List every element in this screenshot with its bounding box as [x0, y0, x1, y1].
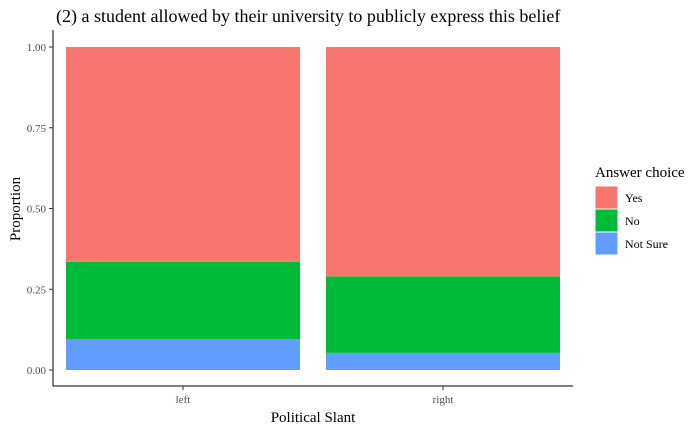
y-axis-title: Proportion: [8, 176, 24, 241]
bar-segment-right-no: [326, 276, 560, 353]
y-axis-ticks: 0.00 0.25 0.50 0.75 1.00: [27, 42, 53, 377]
y-tick-label: 0.25: [27, 284, 47, 296]
x-axis-title: Political Slant: [271, 410, 356, 426]
legend-title: Answer choice: [595, 165, 685, 181]
plot-area: [66, 47, 560, 370]
legend-label-not-sure: Not Sure: [625, 237, 668, 251]
x-axis-ticks: left right: [176, 386, 454, 406]
x-tick-label: right: [433, 394, 454, 406]
y-tick-label: 1.00: [27, 42, 47, 54]
bar-segment-left-no: [66, 261, 300, 340]
legend-label-yes: Yes: [625, 191, 643, 205]
legend-key-not-sure: [594, 231, 619, 256]
bar-segment-right-yes: [326, 47, 560, 277]
legend-key-yes: [594, 185, 619, 210]
bar-segment-right-not-sure: [326, 352, 560, 370]
x-tick-label: left: [176, 394, 191, 406]
y-tick-label: 0.00: [27, 365, 47, 377]
y-tick-label: 0.75: [27, 123, 47, 135]
legend-label-no: No: [625, 214, 640, 228]
y-tick-label: 0.50: [27, 204, 47, 216]
legend: Answer choice Yes No Not Sure: [594, 165, 685, 256]
chart-title: (2) a student allowed by their universit…: [56, 6, 560, 27]
bar-segment-left-yes: [66, 47, 300, 262]
legend-key-no: [594, 208, 619, 233]
bar-segment-left-not-sure: [66, 339, 300, 370]
